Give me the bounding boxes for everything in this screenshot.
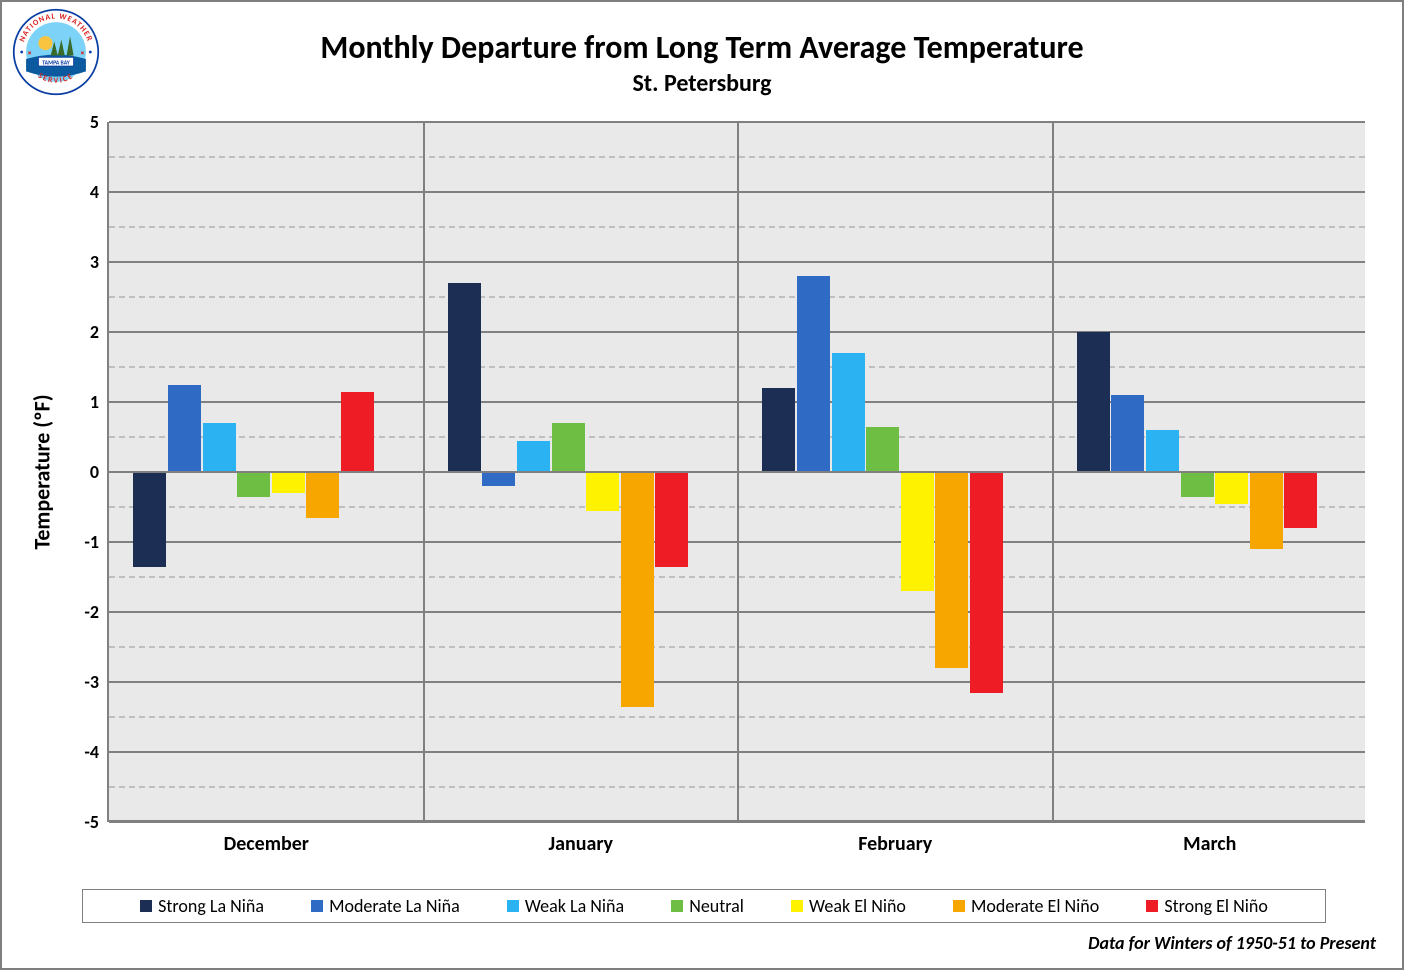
legend-item: Strong La Niña	[140, 895, 264, 917]
bar	[133, 472, 166, 567]
bar	[517, 441, 550, 473]
legend-swatch	[671, 900, 683, 912]
y-tick-label: 4	[90, 181, 99, 203]
legend-swatch	[311, 900, 323, 912]
bar	[168, 385, 201, 473]
bar	[552, 423, 585, 472]
legend-label: Strong El Niño	[1164, 895, 1267, 917]
bar	[1284, 472, 1317, 528]
title-block: Monthly Departure from Long Term Average…	[2, 28, 1402, 98]
legend-swatch	[953, 900, 965, 912]
chart-frame: TAMPA BAY NATIONAL WEATHER SERVICE Month…	[0, 0, 1404, 970]
bar	[797, 276, 830, 472]
bar	[762, 388, 795, 472]
x-tick-label: March	[1183, 832, 1236, 856]
bar	[272, 472, 305, 493]
bar	[1077, 332, 1110, 472]
bar	[866, 427, 899, 473]
legend-swatch	[507, 900, 519, 912]
legend-item: Neutral	[671, 895, 744, 917]
bar	[448, 283, 481, 472]
bar	[1181, 472, 1214, 497]
bar	[341, 392, 374, 473]
legend-label: Weak El Niño	[809, 895, 906, 917]
plot-area: -5-4-3-2-1012345DecemberJanuaryFebruaryM…	[107, 122, 1365, 822]
legend-item: Moderate El Niño	[953, 895, 1099, 917]
bar	[935, 472, 968, 668]
legend-item: Strong El Niño	[1146, 895, 1267, 917]
legend-label: Strong La Niña	[158, 895, 264, 917]
legend-label: Weak La Niña	[525, 895, 624, 917]
plot-region: -5-4-3-2-1012345DecemberJanuaryFebruaryM…	[107, 122, 1365, 822]
bar	[970, 472, 1003, 693]
y-tick-label: 3	[90, 251, 99, 273]
gridline-major	[109, 821, 1365, 823]
y-tick-label: -5	[84, 811, 99, 833]
legend-label: Moderate El Niño	[971, 895, 1099, 917]
bar	[1250, 472, 1283, 549]
bar	[832, 353, 865, 472]
x-tick-label: December	[224, 832, 309, 856]
x-tick-label: February	[858, 832, 932, 856]
legend-swatch	[791, 900, 803, 912]
y-tick-label: -1	[84, 531, 99, 553]
y-tick-label: -2	[84, 601, 99, 623]
y-tick-label: -4	[84, 741, 99, 763]
legend-item: Weak El Niño	[791, 895, 906, 917]
zero-line	[109, 471, 1365, 473]
bar	[901, 472, 934, 591]
bar	[237, 472, 270, 497]
y-tick-label: -3	[84, 671, 99, 693]
legend-swatch	[140, 900, 152, 912]
legend-label: Moderate La Niña	[329, 895, 460, 917]
legend: Strong La Niña Moderate La Niña Weak La Ni…	[82, 889, 1326, 923]
y-axis-title: Temperature (ºF)	[29, 394, 56, 549]
bar	[306, 472, 339, 518]
x-tick-label: January	[548, 832, 613, 856]
bar	[621, 472, 654, 707]
y-tick-label: 2	[90, 321, 99, 343]
legend-label: Neutral	[689, 895, 744, 917]
bar	[655, 472, 688, 567]
bar	[482, 472, 515, 486]
y-tick-label: 1	[90, 391, 99, 413]
bar	[586, 472, 619, 511]
y-tick-label: 5	[90, 111, 99, 133]
bar	[1111, 395, 1144, 472]
chart-title: Monthly Departure from Long Term Average…	[2, 28, 1402, 67]
chart-subtitle: St. Petersburg	[2, 69, 1402, 98]
bar	[1215, 472, 1248, 504]
y-tick-label: 0	[90, 461, 99, 483]
legend-item: Moderate La Niña	[311, 895, 460, 917]
legend-item: Weak La Niña	[507, 895, 624, 917]
caption: Data for Winters of 1950-51 to Present	[1088, 932, 1376, 954]
bar	[203, 423, 236, 472]
bar	[1146, 430, 1179, 472]
legend-swatch	[1146, 900, 1158, 912]
